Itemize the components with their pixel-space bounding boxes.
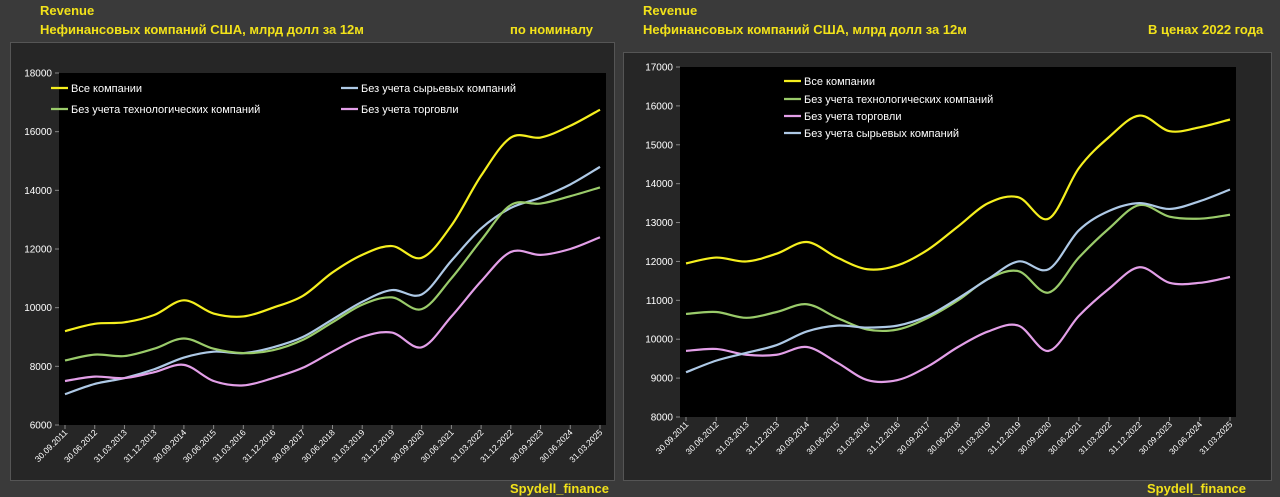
series-line (64, 108, 601, 333)
panel-header-left: Revenue (40, 3, 95, 18)
legend-label: Без учета сырьевых компаний (804, 128, 959, 140)
y-tick-label: 18000 (24, 69, 52, 80)
y-tick-label: 11000 (646, 296, 674, 307)
legend-label: Без учета торговли (804, 111, 901, 123)
y-tick-label: 10000 (645, 335, 673, 346)
y-tick-label: 14000 (24, 186, 52, 197)
line-chart-nominal: 60008000100001200014000160001800030.09.2… (24, 69, 606, 464)
legend-label: Без учета торговли (361, 104, 458, 116)
legend-label: Без учета технологических компаний (71, 104, 260, 116)
y-tick-label: 16000 (645, 101, 673, 112)
y-tick-label: 6000 (30, 421, 53, 432)
chart-frame-left: 6000 8000 10000 12000 14000 16000 18000 30.09.2… (10, 42, 615, 481)
footer-credit-left: Spydell_finance (510, 481, 609, 496)
y-tick-label: 13000 (645, 218, 673, 229)
series-line (685, 203, 1231, 333)
legend-label: Все компании (71, 83, 142, 95)
series-line (685, 188, 1231, 374)
y-tick-label: 8000 (651, 413, 674, 424)
series-line (64, 165, 601, 396)
y-tick-label: 17000 (645, 63, 673, 74)
legend-label: Без учета технологических компаний (804, 94, 993, 106)
series-line (64, 186, 601, 362)
panel-note-left: по номиналу (510, 22, 594, 37)
y-tick-label: 12000 (24, 245, 52, 256)
y-tick-label: 14000 (645, 179, 673, 190)
y-tick-label: 10000 (24, 303, 52, 314)
legend-label: Все компании (804, 76, 875, 88)
plot-area (59, 73, 606, 425)
footer-credit-right: Spydell_finance (1147, 481, 1246, 496)
y-tick-label: 15000 (645, 140, 673, 151)
panel-header-right: Revenue (643, 3, 698, 18)
panel-subtitle-left: Нефинансовых компаний США, млрд долл за … (40, 22, 364, 37)
series-line (64, 236, 601, 387)
y-tick-label: 8000 (30, 362, 53, 373)
y-tick-label: 12000 (645, 257, 673, 268)
series-line (685, 266, 1231, 384)
panel-note-right: В ценах 2022 года (1148, 22, 1264, 37)
y-tick-label: 16000 (24, 127, 52, 138)
y-tick-label: 9000 (651, 374, 674, 385)
chart-frame-right: 8000 9000 10000 11000 12000 13000 14000 15000 16… (623, 52, 1272, 481)
panel-subtitle-right: Нефинансовых компаний США, млрд долл за … (643, 22, 967, 37)
x-tick-label: 31.03.2025 (1197, 419, 1234, 456)
line-chart-real-2022: 8000 9000 10000 11000 12000 13000 14000 15000 16… (645, 63, 1236, 456)
plot-area (680, 67, 1236, 417)
series-line (685, 114, 1231, 271)
legend-label: Без учета сырьевых компаний (361, 83, 516, 95)
